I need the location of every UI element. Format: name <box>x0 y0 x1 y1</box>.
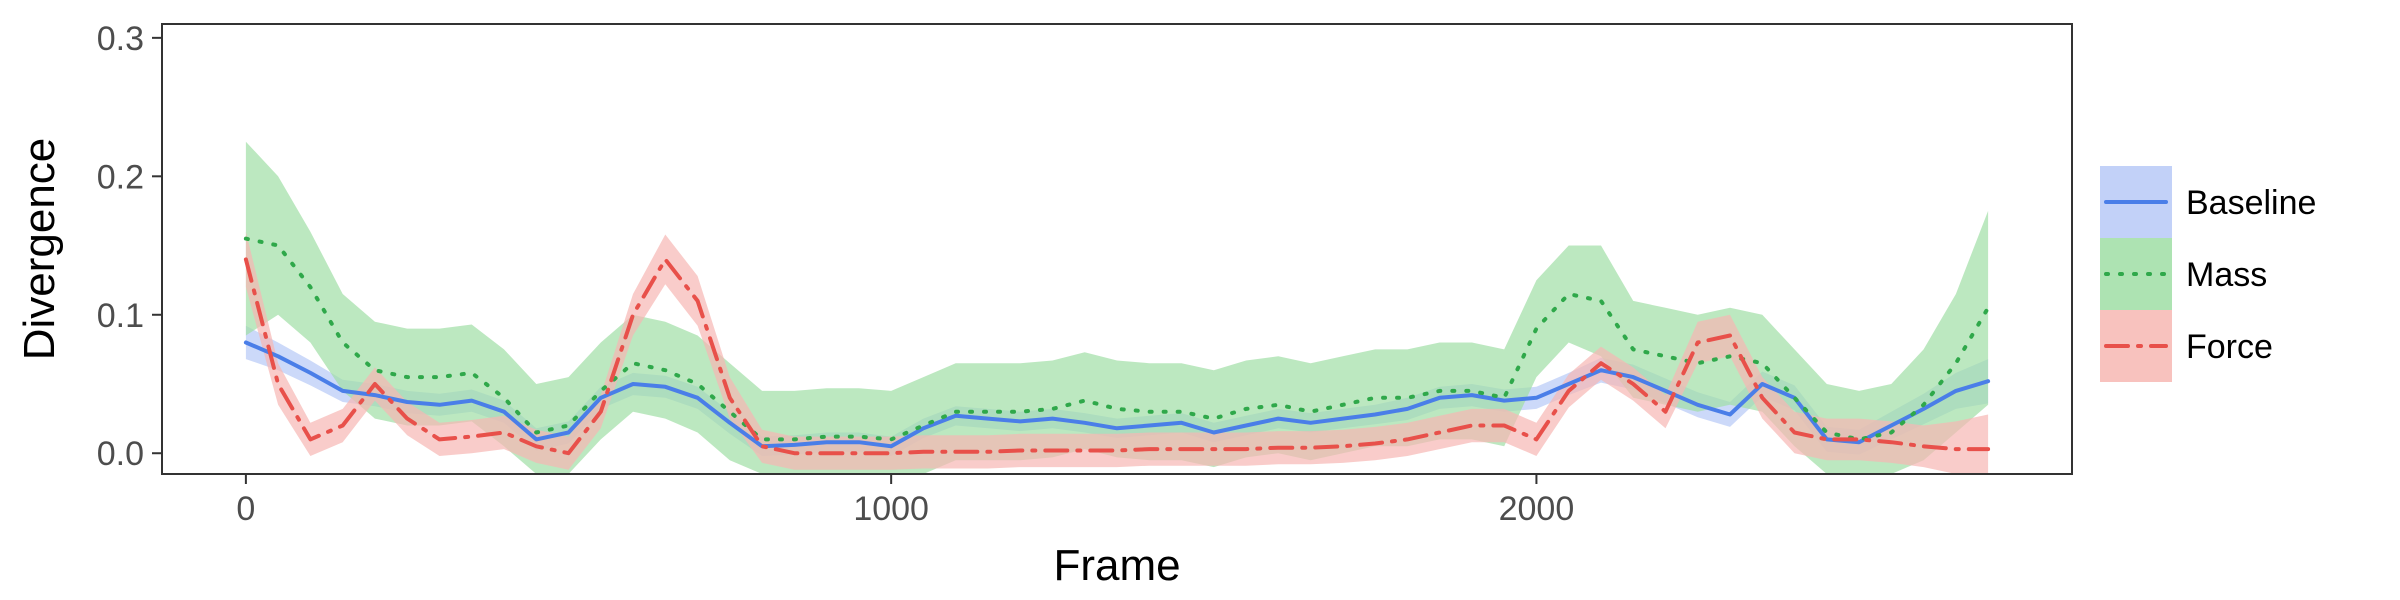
confidence-bands <box>245 141 1989 474</box>
y-tick-label: 0.1 <box>97 297 144 335</box>
x-axis-title: Frame <box>1053 541 1180 590</box>
y-tick-label: 0.0 <box>97 435 144 473</box>
legend-item-baseline: Baseline <box>2100 166 2316 238</box>
y-axis-title: Divergence <box>15 138 64 361</box>
series-lines <box>243 236 1991 456</box>
y-tick-label: 0.2 <box>97 158 144 196</box>
y-axis: 0.0 0.1 0.2 0.3 <box>97 20 162 473</box>
legend-label: Force <box>2186 328 2273 366</box>
legend-label: Baseline <box>2186 184 2316 222</box>
legend: Baseline Mass Force <box>2100 166 2316 382</box>
line-force <box>243 257 1991 456</box>
line-baseline <box>243 340 1991 449</box>
band-force <box>245 231 1989 474</box>
plot-frame <box>161 23 2073 475</box>
x-tick-label: 1000 <box>853 490 929 528</box>
legend-label: Mass <box>2186 256 2267 294</box>
x-tick-label: 2000 <box>1499 490 1575 528</box>
line-mass <box>243 236 1991 442</box>
x-tick-label: 0 <box>236 490 255 528</box>
legend-item-force: Force <box>2100 310 2273 382</box>
y-tick-label: 0.3 <box>97 20 144 58</box>
legend-item-mass: Mass <box>2100 238 2267 310</box>
x-axis: 0 1000 2000 <box>236 474 1574 528</box>
